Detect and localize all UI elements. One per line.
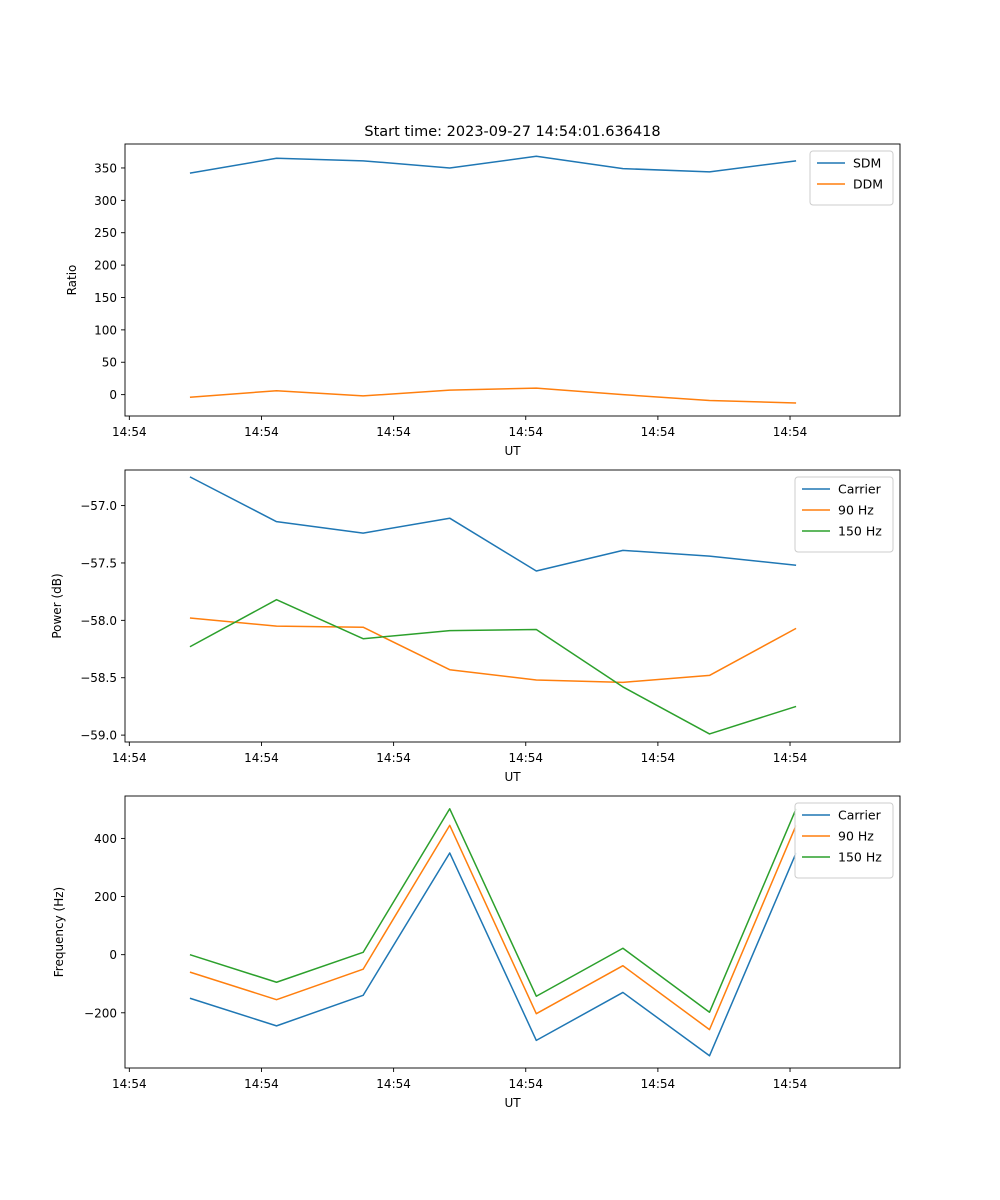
x-tick-label: 14:54 <box>773 751 808 765</box>
x-tick-label: 14:54 <box>244 751 279 765</box>
legend-label: 90 Hz <box>838 829 874 844</box>
x-tick-label: 14:54 <box>641 751 676 765</box>
series-line-90-hz <box>189 617 797 684</box>
legend: SDM DDM <box>809 150 894 206</box>
y-tick-label: 200 <box>94 890 117 904</box>
legend-label: 150 Hz <box>838 850 882 865</box>
y-tick-label: −200 <box>84 1006 117 1020</box>
y-axis-label: Ratio <box>65 265 79 296</box>
x-tick-label: 14:54 <box>112 751 147 765</box>
legend: Carrier 90 Hz 150 Hz <box>794 802 894 879</box>
series-line-sdm <box>189 155 797 174</box>
y-tick-label: 150 <box>94 291 117 305</box>
axes-frame <box>124 795 901 1069</box>
chart-panel-1: 14:54 14:54 14:54 14:54 14:54 14:54 0 50 100 150 2… <box>65 143 901 458</box>
x-tick-label: 14:54 <box>508 751 543 765</box>
series-line-carrier <box>189 476 797 572</box>
axes-frame <box>124 469 901 743</box>
legend-label: Carrier <box>838 808 882 823</box>
legend-box <box>794 802 894 879</box>
series-line-150-hz <box>189 598 797 735</box>
y-tick-label: −57.0 <box>80 499 117 513</box>
series-line-150-hz <box>189 808 797 1013</box>
series-line-90-hz <box>189 824 797 1031</box>
x-tick-label: 14:54 <box>244 425 279 439</box>
x-tick-label: 14:54 <box>112 1077 147 1091</box>
y-tick-label: 350 <box>94 161 117 175</box>
y-tick-label: 300 <box>94 194 117 208</box>
y-tick-label: 100 <box>94 323 117 337</box>
chart-panel-3: 14:54 14:54 14:54 14:54 14:54 14:54 −200 0 200 40… <box>52 795 901 1110</box>
y-tick-label: −57.5 <box>80 556 117 570</box>
y-tick-label: −58.0 <box>80 614 117 628</box>
legend-label: 150 Hz <box>838 524 882 539</box>
y-axis-label: Frequency (Hz) <box>52 887 66 978</box>
x-tick-label: 14:54 <box>376 1077 411 1091</box>
x-axis-label: UT <box>504 1096 521 1110</box>
y-tick-label: 50 <box>102 356 117 370</box>
legend-label: Carrier <box>838 482 882 497</box>
x-tick-label: 14:54 <box>376 425 411 439</box>
y-tick-label: −59.0 <box>80 729 117 743</box>
x-tick-label: 14:54 <box>773 425 808 439</box>
y-axis-label: Power (dB) <box>50 573 64 638</box>
y-tick-label: 200 <box>94 259 117 273</box>
legend-label: DDM <box>853 177 883 192</box>
legend-box <box>794 476 894 553</box>
x-tick-label: 14:54 <box>773 1077 808 1091</box>
x-tick-label: 14:54 <box>641 1077 676 1091</box>
x-tick-label: 14:54 <box>508 425 543 439</box>
x-tick-label: 14:54 <box>112 425 147 439</box>
series-line-carrier <box>189 852 797 1057</box>
axes-frame <box>124 143 901 417</box>
y-tick-label: 0 <box>109 948 117 962</box>
y-tick-label: 0 <box>109 388 117 402</box>
x-tick-label: 14:54 <box>508 1077 543 1091</box>
figure-title: Start time: 2023-09-27 14:54:01.636418 <box>364 124 660 140</box>
legend-label: SDM <box>853 156 881 171</box>
x-axis-label: UT <box>504 444 521 458</box>
y-tick-label: −58.5 <box>80 671 117 685</box>
x-tick-label: 14:54 <box>244 1077 279 1091</box>
series-line-ddm <box>189 387 797 404</box>
x-axis-label: UT <box>504 770 521 784</box>
legend: Carrier 90 Hz 150 Hz <box>794 476 894 553</box>
y-tick-label: 250 <box>94 226 117 240</box>
x-tick-label: 14:54 <box>641 425 676 439</box>
y-tick-label: 400 <box>94 832 117 846</box>
chart-panel-2: 14:54 14:54 14:54 14:54 14:54 14:54 −59.0 −58.5… <box>50 469 901 784</box>
legend-box <box>809 150 894 206</box>
x-tick-label: 14:54 <box>376 751 411 765</box>
legend-label: 90 Hz <box>838 503 874 518</box>
